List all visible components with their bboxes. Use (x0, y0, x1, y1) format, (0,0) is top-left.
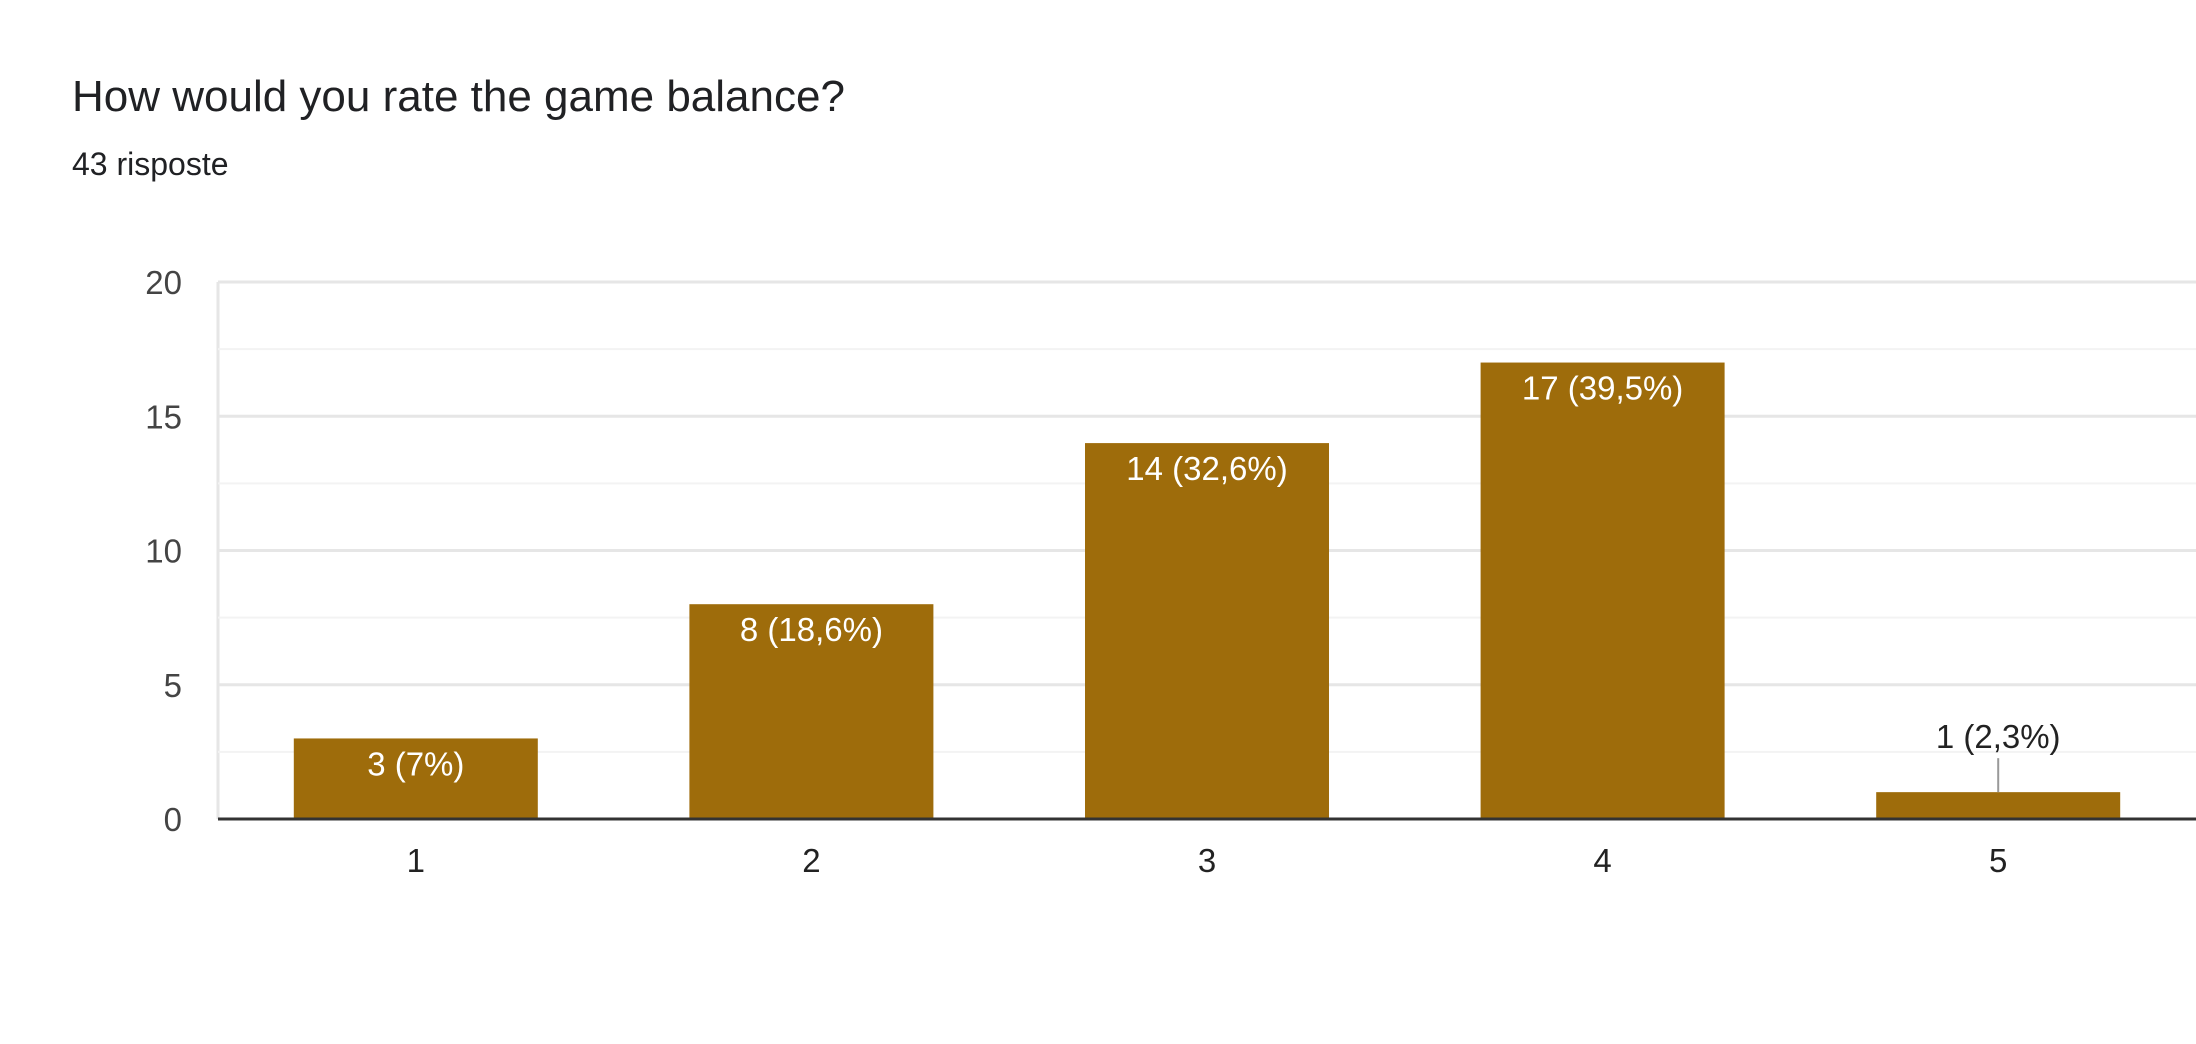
x-tick-label: 3 (1198, 842, 1216, 879)
bar (689, 604, 934, 819)
data-label: 14 (32,6%) (1126, 450, 1287, 487)
y-tick-label: 15 (145, 398, 182, 435)
data-label: 3 (7%) (367, 745, 464, 782)
bar (1480, 362, 1725, 819)
bar (1876, 792, 2121, 819)
data-label: 8 (18,6%) (740, 611, 883, 648)
x-tick-label: 1 (407, 842, 425, 879)
y-tick-label: 20 (145, 264, 182, 301)
x-tick-label: 2 (802, 842, 820, 879)
y-tick-label: 0 (164, 801, 182, 838)
bar (1085, 443, 1329, 819)
data-label: 17 (39,5%) (1522, 370, 1683, 407)
data-label: 1 (2,3%) (1936, 718, 2061, 755)
y-tick-label: 10 (145, 533, 182, 570)
x-tick-label: 4 (1593, 842, 1611, 879)
y-tick-label: 5 (164, 667, 182, 704)
x-tick-label: 5 (1989, 842, 2007, 879)
chart-title: How would you rate the game balance? (72, 72, 845, 121)
bar (293, 738, 538, 819)
response-count: 43 risposte (72, 146, 229, 182)
